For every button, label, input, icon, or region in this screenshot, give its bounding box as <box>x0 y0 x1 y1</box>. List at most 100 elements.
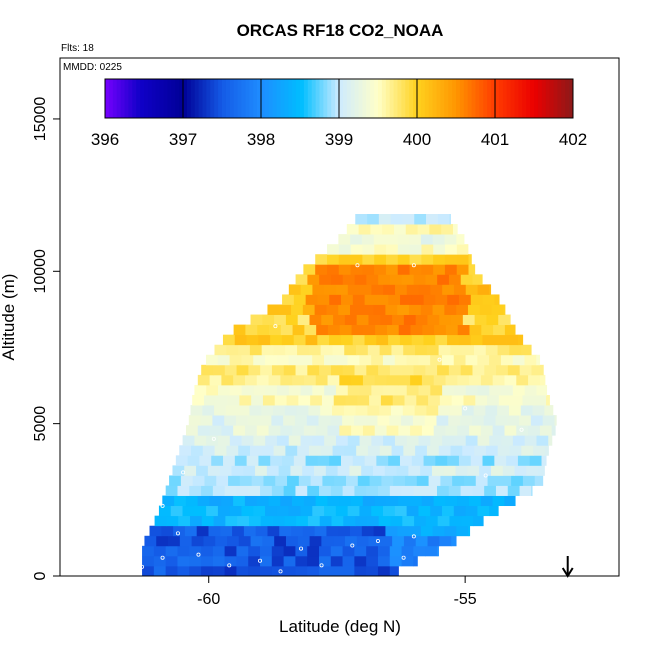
heatmap-cell <box>288 284 302 295</box>
colorbar-segment <box>553 79 558 118</box>
heatmap-cell <box>189 515 203 527</box>
heatmap-cell <box>350 244 363 255</box>
colorbar-segment <box>549 79 554 118</box>
heatmap-cell <box>441 224 454 235</box>
heatmap-cell <box>354 364 367 376</box>
heatmap-cell <box>241 505 254 517</box>
colorbar-segment <box>183 79 188 118</box>
heatmap-cell <box>418 435 431 446</box>
colorbar-segment <box>479 79 484 118</box>
heatmap-cell <box>324 435 337 446</box>
heatmap-cell <box>373 304 386 315</box>
heatmap-cell <box>538 465 545 476</box>
heatmap-cell <box>351 495 364 507</box>
heatmap-cell <box>436 485 450 496</box>
heatmap-cell <box>272 515 285 527</box>
colorbar-segment <box>272 79 278 118</box>
heatmap-cell <box>393 224 407 235</box>
colorbar-segment <box>303 79 309 118</box>
heatmap-cell <box>225 405 239 416</box>
heatmap-cell <box>149 525 162 537</box>
heatmap-cell <box>420 304 433 315</box>
heatmap-cell <box>356 535 369 547</box>
heatmap-cell <box>356 445 369 456</box>
y-axis: 0 5000 10000 15000 <box>32 97 60 580</box>
heatmap-cell <box>422 324 435 336</box>
colorbar-segment <box>534 79 539 118</box>
heatmap-cell <box>331 515 344 527</box>
heatmap-cell <box>229 505 242 517</box>
heatmap-cell <box>416 475 429 486</box>
heatmap-cell <box>449 515 462 527</box>
heatmap-cell <box>391 445 404 456</box>
heatmap-cell <box>438 405 451 416</box>
colorbar-tick-label: 396 <box>91 130 119 149</box>
heatmap-cell <box>244 374 258 386</box>
heatmap-cell <box>512 435 526 446</box>
heatmap-cell <box>303 374 317 386</box>
heatmap-cell <box>489 505 499 517</box>
heatmap-cell <box>403 314 417 326</box>
heatmap-cell <box>260 545 273 557</box>
heatmap-cell <box>431 465 445 476</box>
heatmap-cell <box>285 535 299 547</box>
heatmap-cell <box>224 545 237 557</box>
heatmap-cell <box>450 445 463 456</box>
heatmap-cell <box>253 505 266 517</box>
heatmap-cell <box>482 334 495 346</box>
heatmap-cell <box>342 545 355 557</box>
heatmap-cell <box>248 565 261 576</box>
heatmap-cell <box>396 465 409 476</box>
colorbar-segment <box>389 79 395 118</box>
heatmap-cell <box>504 324 516 336</box>
heatmap-cell <box>365 415 378 426</box>
heatmap-cell <box>247 415 260 426</box>
heatmap-cell <box>437 214 451 225</box>
heatmap-cell <box>398 425 411 436</box>
heatmap-cell <box>260 565 273 576</box>
heatmap-cell <box>533 445 546 456</box>
heatmap-cell <box>461 515 474 527</box>
heatmap-cell <box>271 485 285 496</box>
heatmap-cell <box>530 415 544 426</box>
track-point <box>211 436 216 441</box>
colorbar-segment <box>190 79 196 118</box>
heatmap-cell <box>237 515 250 527</box>
heatmap-cell <box>236 565 249 576</box>
heatmap-cell <box>366 565 379 576</box>
heatmap-cell <box>457 495 470 507</box>
heatmap-cell <box>232 525 245 537</box>
track-point <box>401 555 406 560</box>
colorbar-segment <box>483 79 488 118</box>
heatmap-cell <box>434 324 447 336</box>
colorbar-segment <box>569 79 574 118</box>
heatmap-cell <box>217 354 231 366</box>
heatmap-cell <box>421 254 434 265</box>
heatmap-cell <box>500 354 514 366</box>
heatmap-cell <box>426 405 439 416</box>
heatmap-cell <box>337 465 350 476</box>
heatmap-cell <box>344 344 357 356</box>
heatmap-cell <box>267 304 280 315</box>
colorbar-segment <box>210 79 215 118</box>
heatmap-cell <box>494 455 507 466</box>
heatmap-cell <box>268 495 281 507</box>
heatmap-cell <box>206 435 219 446</box>
heatmap-cell <box>425 545 438 557</box>
colorbar-segment <box>428 79 434 118</box>
heatmap-cell <box>349 465 362 476</box>
heatmap-cell <box>477 505 490 517</box>
colorbar-segment <box>417 79 422 118</box>
heatmap-cell <box>233 374 246 386</box>
heatmap-cell <box>308 344 322 356</box>
heatmap-cell <box>270 334 283 346</box>
heatmap-cell <box>410 425 423 436</box>
heatmap-cell <box>312 354 325 366</box>
heatmap-cell <box>271 364 285 376</box>
colorbar-segment <box>487 79 492 118</box>
heatmap-cell <box>324 284 337 295</box>
heatmap-cell <box>315 495 328 507</box>
heatmap-cell <box>350 525 363 537</box>
heatmap-cell <box>352 294 366 305</box>
heatmap-cell <box>326 264 340 275</box>
